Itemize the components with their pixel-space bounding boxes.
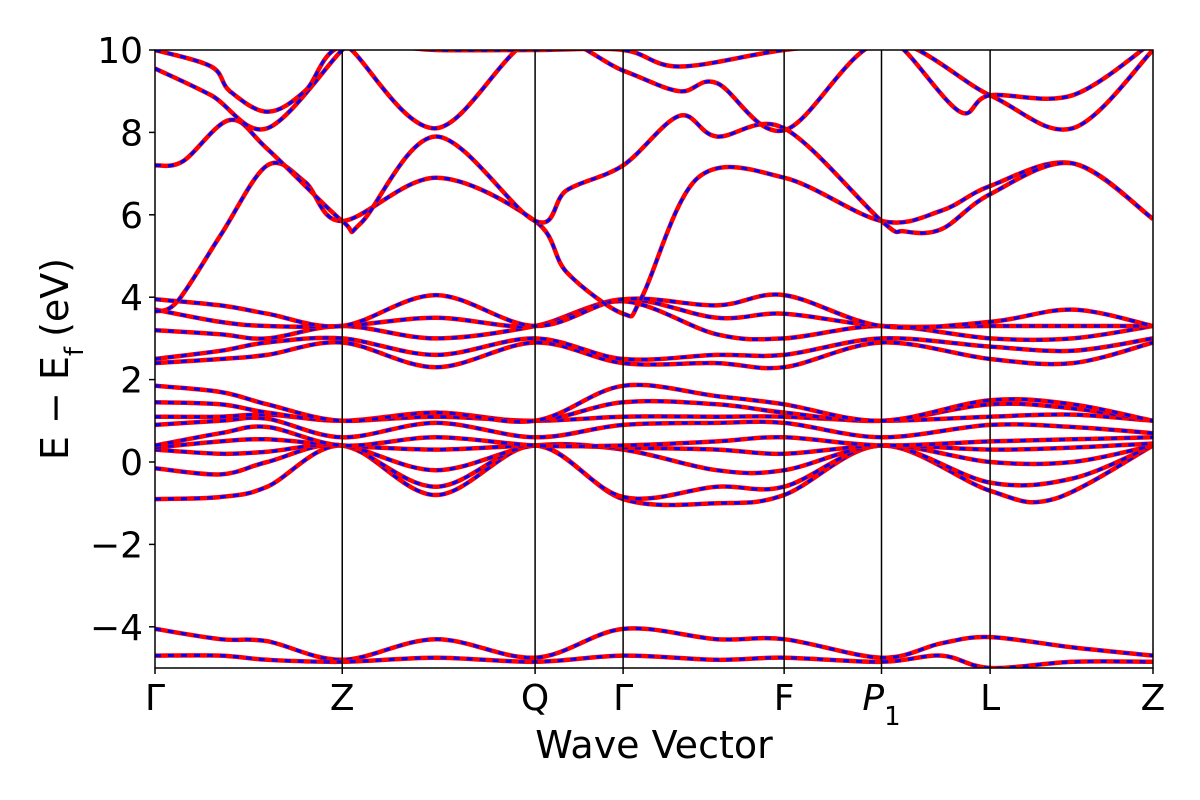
- kpoint-label-main-4: F: [774, 678, 795, 719]
- y-tick-label-4: 4: [120, 278, 143, 319]
- kpoint-label-4: F: [774, 678, 795, 719]
- band-line-14: [155, 160, 1153, 319]
- kpoint-label-2: Q: [521, 678, 549, 719]
- y-tick-label-3: 2: [120, 361, 143, 402]
- kpoint-label-5: P1: [862, 678, 900, 732]
- band-overlay-15: [155, 113, 1153, 235]
- y-axis-title: E − Ef (eV): [33, 258, 90, 460]
- y-axis-ticks: −4 −2 0 2 4 6 8 10: [90, 31, 155, 649]
- kpoint-separator-lines: [341, 50, 991, 668]
- y-axis-title-main: E − E: [33, 356, 77, 460]
- y-tick-label-2: 0: [120, 443, 143, 484]
- kpoint-label-sub-5: 1: [884, 702, 901, 732]
- band-overlay-9: [155, 340, 1153, 370]
- y-axis-title-subscript: f: [60, 346, 90, 356]
- y-tick-label-5: 6: [120, 196, 143, 237]
- kpoint-label-main-1: Z: [330, 678, 355, 719]
- y-tick-label-7: 10: [97, 31, 143, 72]
- x-axis-title: Wave Vector: [535, 723, 773, 767]
- kpoint-label-main-0: Γ: [145, 678, 165, 719]
- y-tick-label-0: −4: [90, 608, 143, 649]
- kpoint-label-1: Z: [330, 678, 355, 719]
- band-overlay-4: [155, 425, 1153, 448]
- band-overlay-17: [155, 50, 1145, 115]
- kpoint-label-6: L: [980, 678, 1000, 719]
- y-tick-label-6: 8: [120, 113, 143, 154]
- x-axis-kpoint-labels: Γ Z Q Γ F P1 L Z: [145, 668, 1165, 732]
- y-tick-label-1: −2: [90, 525, 143, 566]
- kpoint-label-main-3: Γ: [613, 678, 633, 719]
- kpoint-label-main-5: P: [862, 678, 884, 719]
- kpoint-label-3: Γ: [613, 678, 633, 719]
- kpoint-label-main-7: Z: [1141, 678, 1166, 719]
- kpoint-label-0: Γ: [145, 678, 165, 719]
- y-axis-title-unit: (eV): [33, 258, 77, 337]
- band-overlay-18: [155, 626, 1153, 662]
- kpoint-label-main-2: Q: [521, 678, 549, 719]
- kpoint-label-7: Z: [1141, 678, 1166, 719]
- plot-frame: [154, 49, 1154, 669]
- band-overlay-5: [155, 416, 1153, 439]
- kpoint-label-main-6: L: [980, 678, 1000, 719]
